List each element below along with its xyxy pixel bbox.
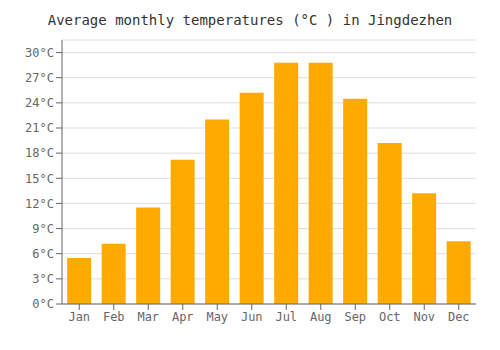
svg-text:Dec: Dec [448,310,470,324]
svg-text:18°C: 18°C [25,146,54,160]
svg-text:21°C: 21°C [25,121,54,135]
svg-text:15°C: 15°C [25,172,54,186]
svg-text:Jul: Jul [275,310,297,324]
svg-text:Sep: Sep [344,310,366,324]
svg-text:May: May [206,310,228,324]
svg-text:Aug: Aug [310,310,332,324]
svg-text:3°C: 3°C [32,272,54,286]
svg-text:6°C: 6°C [32,247,54,261]
svg-text:30°C: 30°C [25,46,54,60]
svg-text:Oct: Oct [379,310,401,324]
html-text:Average monthly temperatures (: Average monthly temperatures (°C ) in Ji… [47,12,453,28]
svg-text:12°C: 12°C [25,197,54,211]
svg-text:Jan: Jan [68,310,90,324]
svg-text:Mar: Mar [137,310,159,324]
svg-text:Feb: Feb [103,310,125,324]
svg-text:Apr: Apr [172,310,194,324]
svg-text:24°C: 24°C [25,96,54,110]
svg-text:Jun: Jun [241,310,263,324]
svg-text:0°C: 0°C [32,297,54,311]
svg-text:27°C: 27°C [25,71,54,85]
svg-text:9°C: 9°C [32,222,54,236]
svg-text:Nov: Nov [413,310,435,324]
